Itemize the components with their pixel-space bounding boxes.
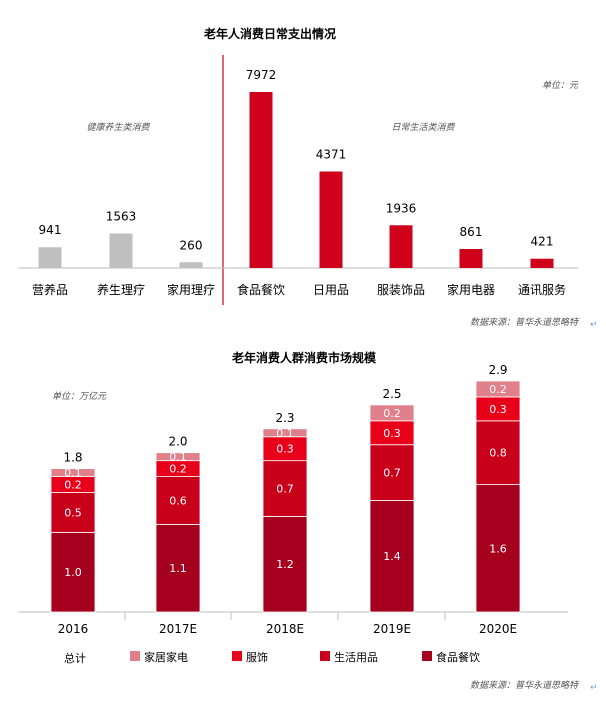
chart2-segment-1-3 — [155, 452, 201, 462]
chart2-unit-label: 单位：万亿元 — [52, 391, 107, 402]
chart2-segment-0-0 — [50, 531, 96, 613]
chart1-group-label-daily: 日常生活类消费 — [391, 122, 455, 133]
legend-swatch-2 — [320, 651, 330, 661]
chart1-category-label-4: 日用品 — [313, 283, 349, 297]
chart2-segment-label-0-3: 0.1 — [64, 467, 82, 480]
chart2-legend: 总计 家居家电 服饰 生活用品 食品餐饮 — [64, 650, 480, 665]
chart2-segment-label-4-1: 0.8 — [489, 447, 507, 460]
chart2-segment-label-2-1: 0.7 — [276, 483, 294, 496]
chart2-segment-1-1 — [155, 476, 201, 525]
chart2-segment-label-0-1: 0.5 — [64, 506, 82, 519]
chart2-segment-4-0 — [475, 484, 521, 613]
chart2-segment-2-3 — [262, 428, 308, 438]
chart2-segment-label-4-0: 1.6 — [489, 542, 507, 555]
chart2-category-label-4: 2020E — [479, 622, 517, 636]
chart1-value-label-1: 1563 — [106, 209, 137, 223]
legend-total-label: 总计 — [64, 651, 86, 665]
chart2-total-label-2: 2.3 — [275, 411, 294, 425]
chart1-unit-label: 单位：元 — [542, 80, 579, 91]
legend-label-2: 生活用品 — [334, 650, 378, 664]
chart2-segment-label-3-1: 0.7 — [383, 467, 401, 480]
chart1-bar-4 — [319, 171, 343, 268]
chart2-segment-3-3 — [369, 404, 415, 422]
chart2-segment-2-1 — [262, 460, 308, 517]
chart2-total-label-3: 2.5 — [382, 387, 401, 401]
chart2-segment-label-3-3: 0.2 — [383, 407, 401, 420]
daily-expense-chart: 老年人消费日常支出情况 单位：元 健康养生类消费 日常生活类消费 941 营养品 1… — [18, 26, 598, 330]
chart2-segment-label-0-0: 1.0 — [64, 566, 82, 579]
chart2-segment-3-1 — [369, 444, 415, 501]
chart2-category-label-1: 2017E — [159, 622, 197, 636]
chart2-category-label-2: 2018E — [266, 622, 304, 636]
chart1-category-label-1: 养生理疗 — [97, 282, 145, 297]
chart2-segment-label-1-2: 0.2 — [169, 463, 187, 476]
chart2-segment-label-1-0: 1.1 — [169, 562, 187, 575]
legend-label-3: 食品餐饮 — [436, 650, 480, 664]
chart2-source: 数据来源：普华永道思略特 — [470, 680, 579, 691]
legend-swatch-1 — [232, 651, 242, 661]
chart2-total-label-0: 1.8 — [63, 451, 82, 465]
chart2-segment-label-0-2: 0.2 — [64, 479, 82, 492]
chart2-total-label-4: 2.9 — [488, 363, 507, 377]
chart1-bar-1 — [109, 233, 133, 268]
chart2-segment-label-1-3: 0.1 — [169, 451, 187, 464]
market-size-chart: 老年消费人群消费市场规模 单位：万亿元 1.00.50.20.11.820161… — [18, 350, 598, 693]
chart1-return-mark: ↵ — [590, 320, 598, 330]
chart1-value-label-3: 7972 — [246, 68, 277, 82]
chart1-title: 老年人消费日常支出情况 — [204, 26, 336, 41]
chart1-category-label-2: 家用理疗 — [167, 282, 215, 297]
chart1-category-label-5: 服装饰品 — [377, 283, 425, 297]
chart2-segment-4-3 — [475, 380, 521, 398]
chart1-bar-2 — [179, 262, 203, 268]
chart1-bar-6 — [459, 248, 483, 268]
chart1-value-label-6: 861 — [460, 225, 483, 239]
chart2-category-label-3: 2019E — [373, 622, 411, 636]
chart1-bar-7 — [530, 258, 554, 268]
chart1-value-label-2: 260 — [180, 238, 203, 252]
chart2-title: 老年消费人群消费市场规模 — [232, 350, 377, 365]
chart2-segment-label-2-2: 0.3 — [276, 443, 294, 456]
chart2-segment-label-4-3: 0.2 — [489, 383, 507, 396]
legend-label-1: 服饰 — [246, 650, 268, 664]
chart1-source: 数据来源：普华永道思略特 — [470, 317, 579, 328]
chart1-value-label-5: 1936 — [386, 201, 417, 215]
legend-label-0: 家居家电 — [144, 650, 188, 664]
chart2-segment-0-1 — [50, 492, 96, 533]
chart2-segment-label-2-3: 0.1 — [276, 427, 294, 440]
chart2-segment-0-3 — [50, 468, 96, 477]
chart1-bar-0 — [38, 247, 62, 268]
chart2-category-label-0: 2016 — [58, 622, 89, 636]
chart2-total-label-1: 2.0 — [168, 435, 187, 449]
chart2-segment-label-3-2: 0.3 — [383, 427, 401, 440]
chart2-segment-label-2-0: 1.2 — [276, 558, 294, 571]
chart1-category-label-3: 食品餐饮 — [237, 282, 285, 297]
chart1-value-label-4: 4371 — [316, 148, 347, 162]
chart1-group-label-health: 健康养生类消费 — [86, 122, 150, 133]
chart1-category-label-7: 通讯服务 — [518, 282, 566, 297]
legend-swatch-0 — [130, 651, 140, 661]
chart1-value-label-7: 421 — [531, 235, 554, 249]
chart2-segment-1-0 — [155, 523, 201, 613]
chart2-segment-label-3-0: 1.4 — [383, 550, 401, 563]
chart2-segment-2-0 — [262, 516, 308, 613]
chart1-value-label-0: 941 — [39, 223, 62, 237]
chart2-segment-3-0 — [369, 500, 415, 613]
chart2-return-mark: ↵ — [590, 683, 598, 693]
chart1-bar-3 — [249, 92, 273, 268]
chart1-category-label-6: 家用电器 — [447, 282, 495, 297]
chart1-category-label-0: 营养品 — [32, 282, 68, 297]
chart2-segment-label-4-2: 0.3 — [489, 403, 507, 416]
chart2-segment-label-1-1: 0.6 — [169, 494, 187, 507]
legend-swatch-3 — [422, 651, 432, 661]
chart2-segment-4-1 — [475, 420, 521, 485]
chart1-bar-5 — [389, 225, 413, 268]
